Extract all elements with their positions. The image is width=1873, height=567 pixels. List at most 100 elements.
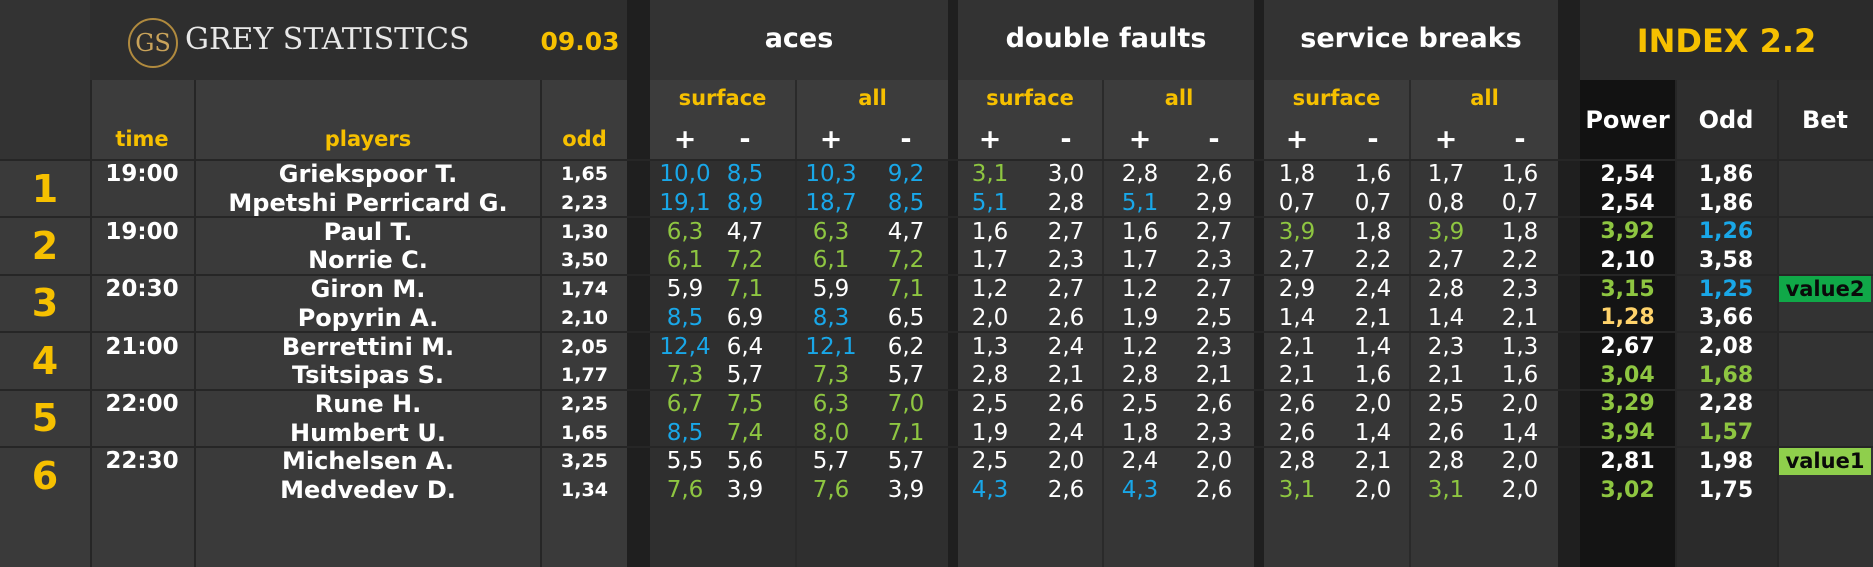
stat-value: 5,9 <box>666 276 704 303</box>
power-value: 3,02 <box>1600 477 1655 503</box>
stat-value: 3,1 <box>1427 477 1465 504</box>
stat-value: 0,8 <box>1427 190 1465 217</box>
stat-value: 6,5 <box>887 304 925 331</box>
subgroup-label: surface <box>986 86 1074 110</box>
stat-value: 2,7 <box>1195 276 1233 303</box>
group-title-service-breaks: service breaks <box>1300 22 1522 54</box>
date-label: 09.03 <box>540 26 620 56</box>
stat-value: 2,8 <box>1121 362 1159 389</box>
stat-value: 3,9 <box>1278 218 1316 245</box>
aces-body <box>650 160 948 567</box>
match-number: 1 <box>31 166 59 211</box>
power-value: 3,92 <box>1600 219 1655 245</box>
player-name: Berrettini M. <box>281 332 455 361</box>
stat-value: 10,0 <box>659 161 711 188</box>
stat-value: 2,7 <box>1278 247 1316 274</box>
odd2-value: 1,26 <box>1698 219 1754 245</box>
column-divider <box>627 0 650 567</box>
odd2-value: 1,86 <box>1698 161 1754 187</box>
power-header-cell <box>1580 80 1675 160</box>
player-name: Mpetshi Perricard G. <box>228 189 508 218</box>
stat-value: 1,6 <box>1354 161 1392 188</box>
service-breaks-body <box>1264 160 1558 567</box>
stat-value: 3,1 <box>971 161 1009 188</box>
stat-value: 6,1 <box>812 247 850 274</box>
stat-value: 12,1 <box>805 333 857 360</box>
stat-value: 7,3 <box>812 362 850 389</box>
stat-value: 7,2 <box>726 247 764 274</box>
power-value: 2,54 <box>1600 190 1655 216</box>
stat-value: 8,5 <box>666 304 704 331</box>
stat-value: 2,1 <box>1047 362 1085 389</box>
stat-value: 2,8 <box>1047 190 1085 217</box>
stat-value: 2,8 <box>971 362 1009 389</box>
player-odd: 1,65 <box>561 163 608 186</box>
power-value: 2,81 <box>1600 448 1655 474</box>
stat-value: 2,8 <box>1427 276 1465 303</box>
power-value: 3,15 <box>1600 276 1655 302</box>
column-divider <box>90 80 92 567</box>
stat-value: 2,9 <box>1278 276 1316 303</box>
odd2-value: 1,57 <box>1698 420 1754 446</box>
power-value: 3,29 <box>1600 391 1655 417</box>
odd2-value: 3,58 <box>1698 247 1754 273</box>
stat-value: 2,4 <box>1047 333 1085 360</box>
stat-value: 2,0 <box>1501 448 1539 475</box>
stat-value: 2,7 <box>1427 247 1465 274</box>
stat-value: 4,7 <box>887 218 925 245</box>
stat-value: 6,2 <box>887 333 925 360</box>
odd2-value: 1,25 <box>1698 276 1754 302</box>
stat-value: 2,0 <box>1047 448 1085 475</box>
player-name: Paul T. <box>323 217 413 246</box>
match-time: 22:30 <box>105 448 179 475</box>
player-name: Giron M. <box>310 275 426 304</box>
minus-label: - <box>1367 123 1379 155</box>
service-breaks-subheader <box>1264 80 1558 160</box>
stat-value: 2,0 <box>1195 448 1233 475</box>
stat-value: 10,3 <box>805 161 857 188</box>
stat-value: 2,1 <box>1354 448 1392 475</box>
column-divider <box>948 0 958 567</box>
stat-value: 2,3 <box>1427 333 1465 360</box>
match-time: 21:00 <box>105 333 179 360</box>
stat-value: 2,5 <box>971 390 1009 417</box>
stat-value: 0,7 <box>1278 190 1316 217</box>
stat-value: 19,1 <box>659 190 711 217</box>
odd2-body <box>1675 160 1777 567</box>
minus-label: - <box>900 123 912 155</box>
stat-value: 1,6 <box>1354 362 1392 389</box>
stat-value: 3,0 <box>1047 161 1085 188</box>
stat-value: 0,7 <box>1501 190 1539 217</box>
stat-value: 1,8 <box>1278 161 1316 188</box>
stat-value: 2,1 <box>1278 333 1316 360</box>
stat-value: 8,5 <box>887 190 925 217</box>
stat-value: 2,0 <box>1501 477 1539 504</box>
minus-label: - <box>1060 123 1072 155</box>
stat-value: 1,9 <box>1121 304 1159 331</box>
stat-value: 1,2 <box>971 276 1009 303</box>
stat-value: 5,1 <box>971 190 1009 217</box>
stat-value: 7,0 <box>887 390 925 417</box>
player-name: Norrie C. <box>308 246 428 275</box>
subgroup-label: all <box>1164 86 1194 110</box>
stat-value: 1,4 <box>1354 419 1392 446</box>
brand-title: GREY STATISTICS <box>185 21 470 57</box>
stat-value: 1,3 <box>1501 333 1539 360</box>
stat-value: 2,1 <box>1501 304 1539 331</box>
stat-value: 3,9 <box>1427 218 1465 245</box>
stat-value: 2,6 <box>1047 304 1085 331</box>
minus-label: - <box>1514 123 1526 155</box>
stat-value: 7,5 <box>726 390 764 417</box>
stat-value: 2,6 <box>1195 161 1233 188</box>
stat-value: 8,5 <box>666 419 704 446</box>
odd2-value: 3,66 <box>1698 305 1754 331</box>
odd2-header-cell <box>1675 80 1777 160</box>
stat-value: 2,6 <box>1278 390 1316 417</box>
power-value: 2,10 <box>1600 247 1655 273</box>
odd2-value: 1,86 <box>1698 190 1754 216</box>
match-separator <box>0 331 1873 334</box>
column-divider <box>1558 0 1580 567</box>
stat-value: 2,1 <box>1278 362 1316 389</box>
match-separator <box>0 273 1873 276</box>
group-title-double-faults: double faults <box>1005 22 1207 54</box>
